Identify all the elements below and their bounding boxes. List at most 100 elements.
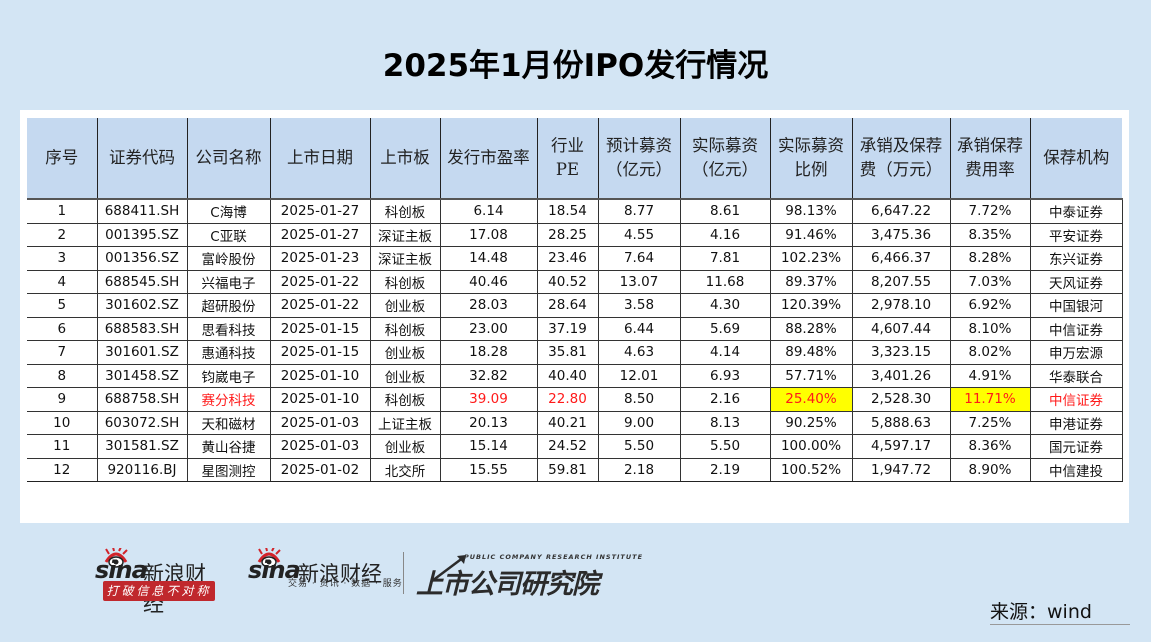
table-row: 2 001395.SZ C亚联 2025-01-27 深证主板 17.08 28.25 4.5… (27, 222, 1123, 247)
table-cell: 11.68 (679, 269, 771, 294)
table-cell: 120.39% (769, 293, 853, 318)
table-cell: 11 (27, 434, 98, 459)
table-cell: 40.52 (536, 269, 599, 294)
table-cell: 2025-01-15 (269, 316, 371, 341)
table-row: 6 688583.SH 思看科技 2025-01-15 科创板 23.00 37.19 6.4… (27, 316, 1123, 341)
table-cell: 创业板 (369, 434, 441, 459)
table-cell: C亚联 (186, 222, 271, 247)
table-cell: 1 (27, 198, 98, 224)
table-cell: 黄山谷捷 (186, 434, 271, 459)
column-header: 序号 (27, 118, 98, 200)
table-row: 7 301601.SZ 惠通科技 2025-01-15 创业板 18.28 35.81 4.6… (27, 340, 1123, 365)
table-cell: 688411.SH (96, 198, 188, 224)
table-cell: 7.81 (679, 246, 771, 271)
table-cell: 4.14 (679, 340, 771, 365)
table-cell: 100.00% (769, 434, 853, 459)
table-cell: 7 (27, 340, 98, 365)
column-header: 行业PE (536, 118, 599, 200)
logo-divider (403, 552, 404, 594)
table-cell: 2.18 (597, 457, 681, 482)
table-cell: 科创板 (369, 316, 441, 341)
table-cell: 13.07 (597, 269, 681, 294)
table-row: 11 301581.SZ 黄山谷捷 2025-01-03 创业板 15.14 24.52 5.… (27, 434, 1123, 459)
table-cell: 001356.SZ (96, 246, 188, 271)
sina-wordmark: sina (248, 556, 301, 584)
table-cell: 15.55 (439, 457, 538, 482)
table-cell: 2,978.10 (851, 293, 951, 318)
table-cell: 中泰证券 (1029, 198, 1123, 224)
table-cell: 6.44 (597, 316, 681, 341)
table-cell: 301581.SZ (96, 434, 188, 459)
column-header: 上市板 (369, 118, 441, 200)
table-cell: 2025-01-03 (269, 434, 371, 459)
table-cell: 3 (27, 246, 98, 271)
table-cell: 39.09 (439, 387, 538, 412)
table-cell: 8,207.55 (851, 269, 951, 294)
table-cell: 8.02% (949, 340, 1031, 365)
table-cell: 2025-01-22 (269, 293, 371, 318)
table-cell: 7.25% (949, 410, 1031, 435)
table-cell: 102.23% (769, 246, 853, 271)
table-cell: 2025-01-27 (269, 222, 371, 247)
table-cell: 富岭股份 (186, 246, 271, 271)
table-cell: 创业板 (369, 340, 441, 365)
table-header-row: 序号 证券代码 公司名称 上市日期 上市板 发行市盈率 行业PE 预计募资 （亿元） 实际募资 … (27, 118, 1122, 200)
table-cell: 6.93 (679, 363, 771, 388)
table-row: 5 301602.SZ 超研股份 2025-01-22 创业板 28.03 28.64 3.5… (27, 293, 1123, 318)
table-cell: 2025-01-03 (269, 410, 371, 435)
table-cell: 2,528.30 (851, 387, 951, 412)
table-cell: 上证主板 (369, 410, 441, 435)
table-cell: 18.28 (439, 340, 538, 365)
table-cell: 3,401.26 (851, 363, 951, 388)
sina-finance-logo-services: sina 新浪财经 交易 · 资讯 · 数据 · 服务 (248, 548, 402, 593)
table-cell: 89.37% (769, 269, 853, 294)
table-cell: 2 (27, 222, 98, 247)
table-cell: 科创板 (369, 387, 441, 412)
table-cell: 天和磁材 (186, 410, 271, 435)
column-header: 保荐机构 (1029, 118, 1122, 200)
table-cell: 8.77 (597, 198, 681, 224)
table-cell: 100.52% (769, 457, 853, 482)
slogan-banner: 打破信息不对称 (103, 581, 215, 601)
sina-eye-icon (257, 548, 281, 568)
table-cell: 2025-01-23 (269, 246, 371, 271)
table-cell: C海博 (186, 198, 271, 224)
table-cell: 中信建投 (1029, 457, 1123, 482)
table-cell: 8.35% (949, 222, 1031, 247)
table-cell: 688545.SH (96, 269, 188, 294)
table-cell: 创业板 (369, 293, 441, 318)
table-cell: 20.13 (439, 410, 538, 435)
table-cell: 2025-01-15 (269, 340, 371, 365)
table-cell: 5.50 (597, 434, 681, 459)
table-cell: 5.69 (679, 316, 771, 341)
table-cell: 2025-01-10 (269, 387, 371, 412)
table-cell: 8.90% (949, 457, 1031, 482)
table-cell: 301458.SZ (96, 363, 188, 388)
table-cell: 5 (27, 293, 98, 318)
table-cell: 37.19 (536, 316, 599, 341)
column-header: 发行市盈率 (439, 118, 538, 200)
table-cell: 5.50 (679, 434, 771, 459)
table-cell: 3,475.36 (851, 222, 951, 247)
ipo-table: 序号 证券代码 公司名称 上市日期 上市板 发行市盈率 行业PE 预计募资 （亿元） 实际募资 … (27, 118, 1123, 482)
table-cell: 申万宏源 (1029, 340, 1123, 365)
table-cell: 22.80 (536, 387, 599, 412)
table-cell: 7.72% (949, 198, 1031, 224)
table-cell: 40.46 (439, 269, 538, 294)
table-cell: 申港证券 (1029, 410, 1123, 435)
table-cell: 7.03% (949, 269, 1031, 294)
table-cell: 17.08 (439, 222, 538, 247)
table-cell: 18.54 (536, 198, 599, 224)
sina-eye-icon (104, 548, 128, 568)
sina-finance-name: 新浪财经 (298, 562, 382, 586)
column-header: 实际募资 比例 (769, 118, 853, 200)
table-cell: 28.25 (536, 222, 599, 247)
table-cell: 5,888.63 (851, 410, 951, 435)
sina-wordmark: sina (95, 556, 148, 584)
table-cell: 8.13 (679, 410, 771, 435)
table-row: 1 688411.SH C海博 2025-01-27 科创板 6.14 18.54 8.77 8… (27, 198, 1123, 224)
table-row: 9 688758.SH 赛分科技 2025-01-10 科创板 39.09 22.80 8.5… (27, 387, 1123, 412)
table-cell: 2.16 (679, 387, 771, 412)
column-header: 承销保荐 费用率 (949, 118, 1031, 200)
table-cell: 8.28% (949, 246, 1031, 271)
